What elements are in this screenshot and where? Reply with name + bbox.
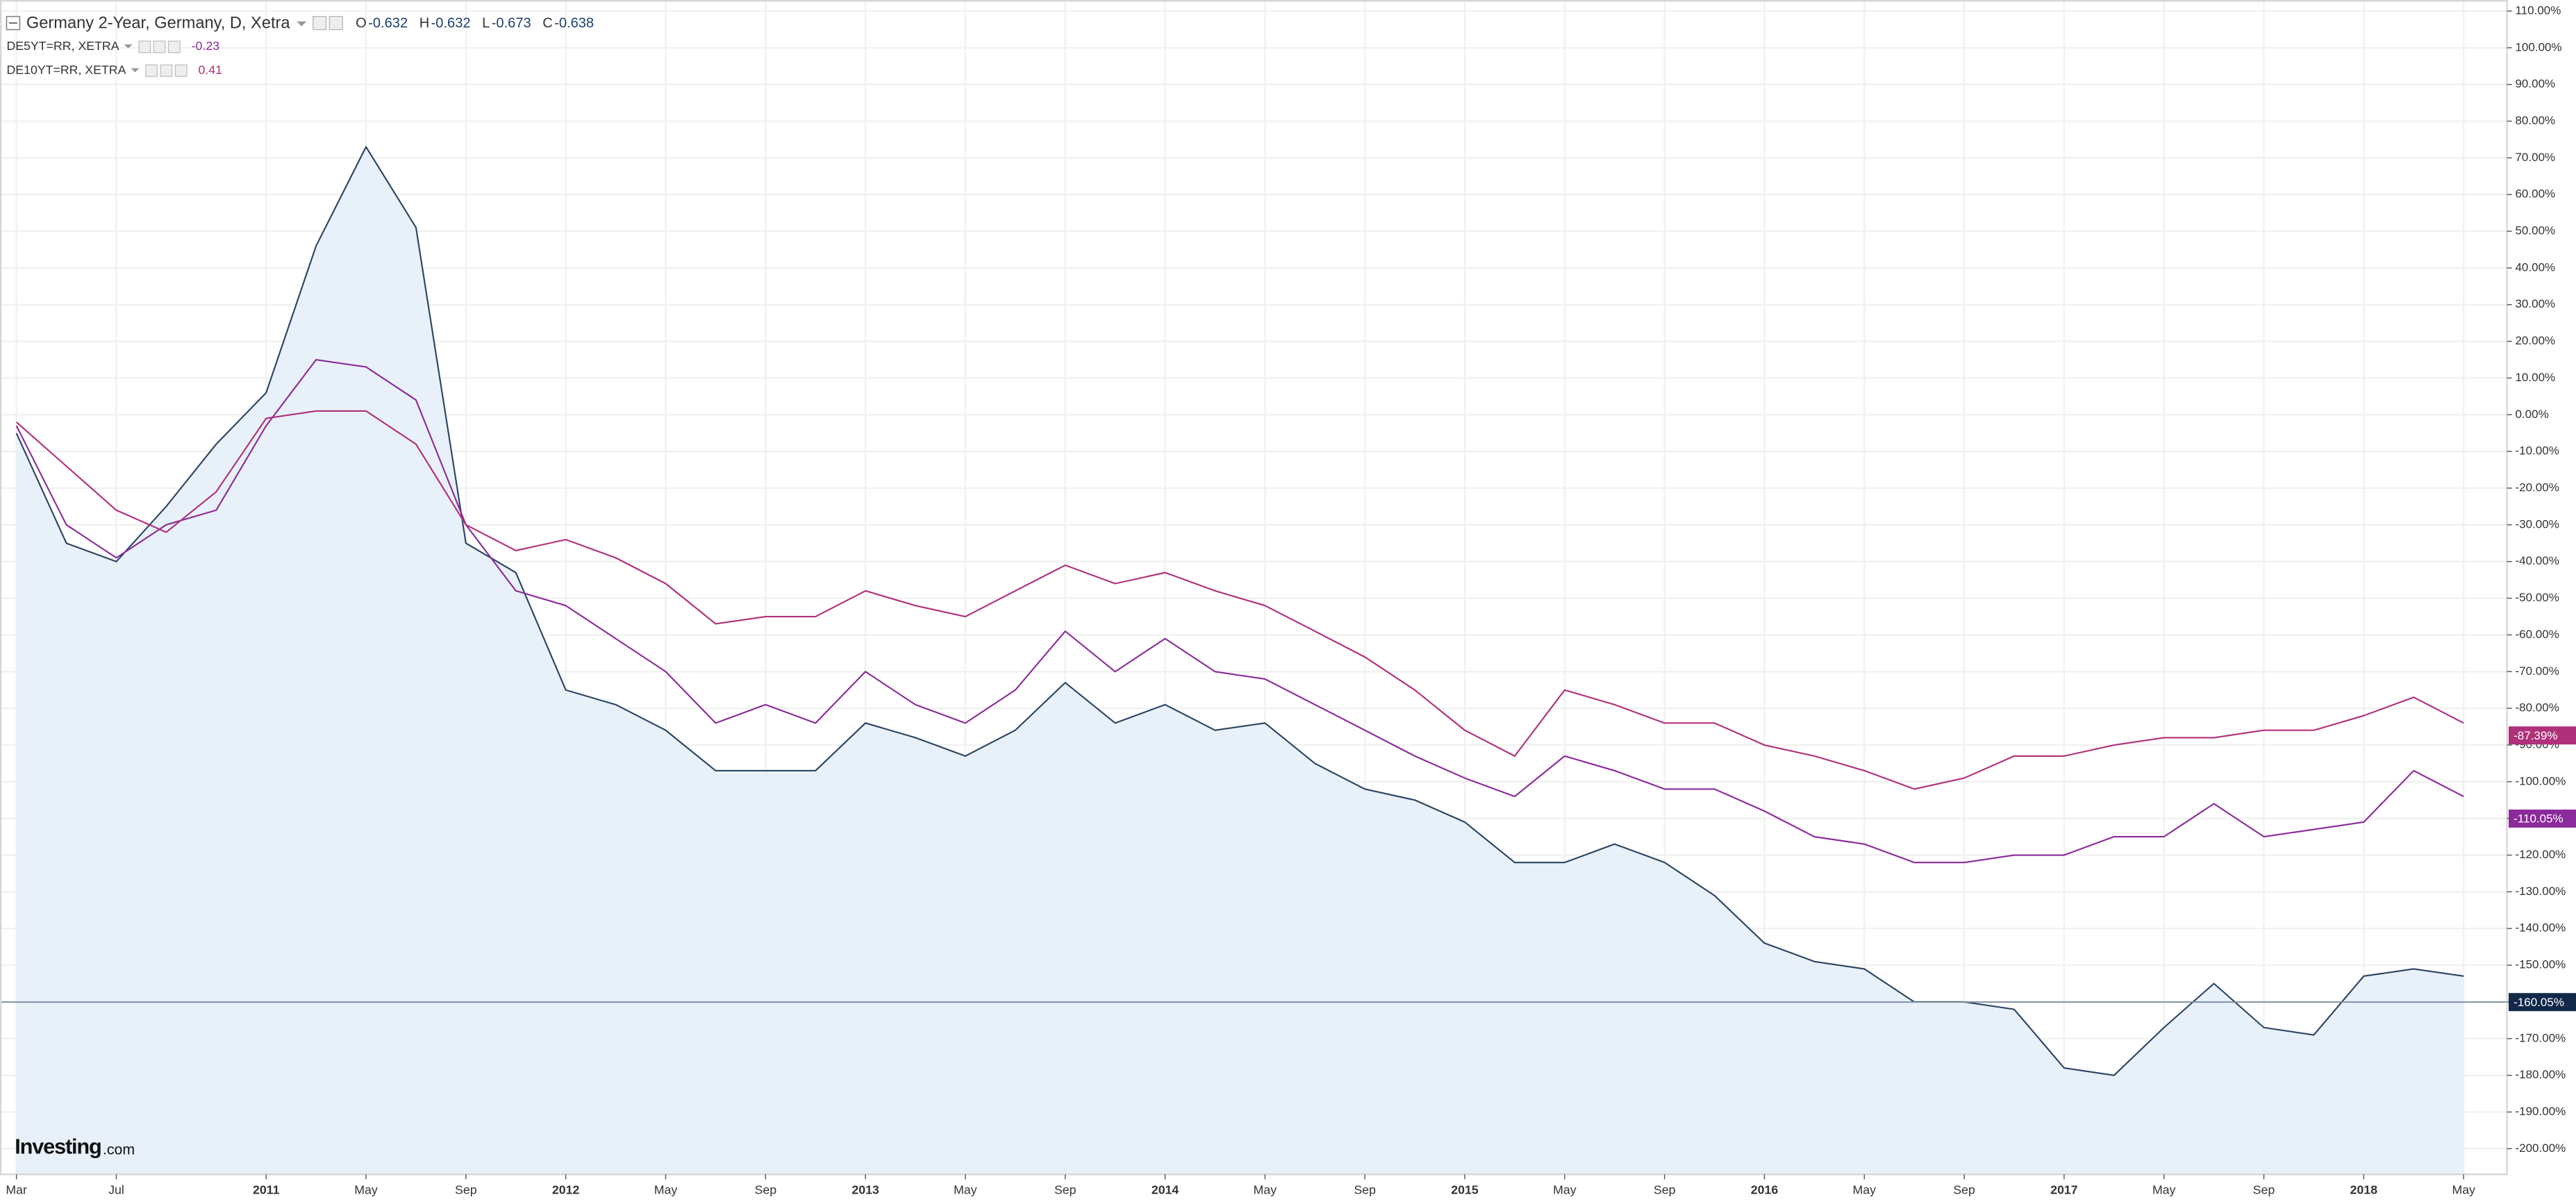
x-tick-label: 2012: [552, 1183, 580, 1197]
y-tick-label: 30.00%: [2515, 297, 2555, 310]
y-tick-label: -70.00%: [2515, 664, 2559, 678]
y-tick-label: -180.00%: [2515, 1068, 2566, 1081]
y-tick-label: 90.00%: [2515, 77, 2555, 90]
last-price-label: -87.39%: [2513, 729, 2557, 742]
x-tick-label: Sep: [455, 1183, 477, 1197]
y-tick-label: 100.00%: [2515, 40, 2561, 53]
x-tick-label: 2017: [2050, 1183, 2078, 1197]
y-tick-label: 80.00%: [2515, 114, 2555, 127]
x-tick-label: 2018: [2350, 1183, 2378, 1197]
y-tick-label: -40.00%: [2515, 554, 2559, 567]
line: [15, 410, 2464, 790]
y-tick-label: 10.00%: [2515, 371, 2555, 384]
y-tick-label: 110.00%: [2515, 3, 2561, 17]
ohlc-value: -0.632: [368, 16, 408, 31]
y-tick-label: -20.00%: [2515, 481, 2559, 494]
last-price-label: -110.05%: [2513, 812, 2563, 826]
x-tick-label: 2014: [1152, 1183, 1179, 1197]
x-tick-label: May: [1254, 1183, 1277, 1197]
settings-icon[interactable]: [160, 64, 173, 77]
last-price-badge: [2509, 809, 2576, 828]
line: [15, 146, 2464, 1076]
x-tick-label: Jul: [108, 1183, 124, 1197]
x-tick-label: May: [654, 1183, 678, 1197]
x-tick-label: 2015: [1451, 1183, 1479, 1197]
plot: [0, 146, 2507, 1175]
last-price-badge: [2509, 993, 2576, 1012]
x-tick-label: May: [2452, 1183, 2475, 1197]
x-tick-label: Sep: [755, 1183, 777, 1197]
y-tick-label: -100.00%: [2515, 774, 2566, 787]
y-tick-label: -80.00%: [2515, 701, 2559, 714]
y-tick-label: -140.00%: [2515, 921, 2566, 935]
x-tick-label: Sep: [1953, 1183, 1975, 1197]
x-tick-label: Sep: [2253, 1183, 2275, 1197]
ohlc-label: H: [419, 16, 430, 31]
x-tick-label: Sep: [1054, 1183, 1077, 1197]
settings-icon[interactable]: [174, 64, 188, 77]
x-tick-label: May: [954, 1183, 977, 1197]
y-tick-label: -200.00%: [2515, 1142, 2566, 1155]
y-tick-label: -150.00%: [2515, 958, 2566, 971]
y-tick-label: 40.00%: [2515, 260, 2555, 274]
series-name: DE5YT=RR, XETRA: [6, 39, 119, 53]
ohlc-value: -0.638: [554, 16, 594, 31]
y-tick-label: 20.00%: [2515, 334, 2555, 347]
y-tick-label: -10.00%: [2515, 444, 2559, 458]
settings-icon[interactable]: [138, 40, 151, 53]
settings-icon[interactable]: [329, 16, 343, 31]
x-tick-label: May: [2152, 1183, 2176, 1197]
y-tick-label: -130.00%: [2515, 885, 2566, 898]
settings-icon[interactable]: [167, 40, 181, 53]
x-tick-label: 2011: [253, 1183, 280, 1197]
plot-frame: [0, 0, 2508, 1176]
x-tick-label: May: [1553, 1183, 1577, 1197]
y-tick-label: 0.00%: [2515, 408, 2548, 421]
x-tick-label: May: [354, 1183, 378, 1197]
x-tick-label: Sep: [1354, 1183, 1376, 1197]
settings-icon[interactable]: [145, 64, 158, 77]
y-tick-label: 60.00%: [2515, 187, 2555, 201]
ohlc-label: O: [356, 16, 367, 31]
x-tick-label: 2016: [1751, 1183, 1779, 1197]
settings-icon[interactable]: [153, 40, 166, 53]
ohlc-value: -0.673: [492, 16, 531, 31]
y-tick-label: -120.00%: [2515, 848, 2566, 861]
y-tick-label: -170.00%: [2515, 1031, 2566, 1044]
dropdown[interactable]: [297, 21, 307, 26]
last-price-label: -160.05%: [2513, 996, 2564, 1009]
ohlc-value: -0.632: [431, 16, 471, 31]
x-tick-label: Sep: [1654, 1183, 1676, 1197]
y-tick-label: -50.00%: [2515, 591, 2559, 604]
y-tick-label: -60.00%: [2515, 628, 2559, 641]
x-tick-label: May: [1853, 1183, 1877, 1197]
last-price-badge: [2509, 726, 2576, 745]
brand-name: Investing: [15, 1135, 101, 1159]
legend: Germany 2-Year, Germany, D, Xetra O -0.632…: [6, 15, 594, 1159]
settings-icon[interactable]: [312, 16, 327, 31]
y-tick-label: 70.00%: [2515, 151, 2555, 164]
dropdown[interactable]: [124, 44, 133, 49]
x-tick-label: 2013: [851, 1183, 879, 1197]
area: [16, 147, 2464, 1175]
y-tick-label: -30.00%: [2515, 517, 2559, 530]
ohlc-label: L: [482, 16, 490, 31]
series-title: Germany 2-Year, Germany, D, Xetra: [26, 15, 291, 33]
y-tick-label: -190.00%: [2515, 1105, 2566, 1118]
dropdown[interactable]: [131, 68, 140, 73]
line: [15, 359, 2464, 864]
ohlc-label: C: [542, 16, 553, 31]
series-quote: 0.41: [199, 62, 223, 76]
y-tick-label: 50.00%: [2515, 224, 2555, 237]
brand-suffix: .com: [103, 1142, 135, 1158]
series-quote: -0.23: [192, 39, 220, 53]
x-tick-label: Mar: [6, 1183, 27, 1197]
series-name: DE10YT=RR, XETRA: [6, 62, 126, 76]
